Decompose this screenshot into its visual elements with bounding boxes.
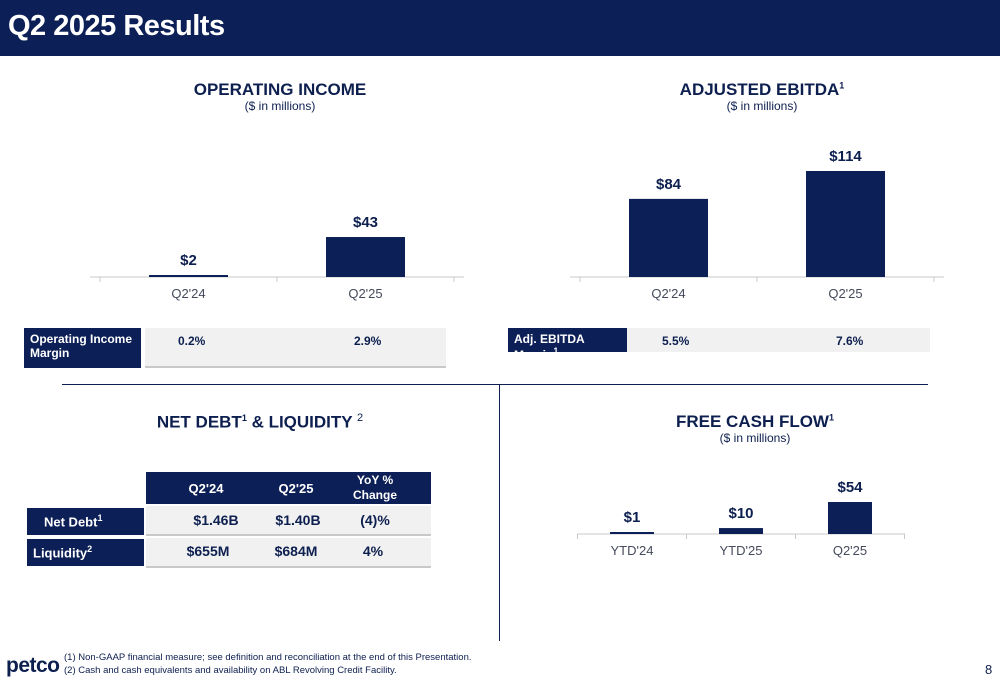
data-label: $10 (728, 505, 753, 522)
net-debt-q224: $1.46B (193, 512, 239, 528)
free-cash-flow-subtitle: ($ in millions) (719, 431, 791, 445)
page-number: 8 (985, 662, 993, 677)
petco-logo: petco (6, 654, 60, 677)
liquidity-yoy: 4% (362, 543, 384, 559)
x-tick-label: YTD'25 (720, 543, 763, 558)
chart-bar (610, 532, 654, 534)
net-debt-row-bg (146, 506, 431, 536)
net-debt-col-q225: Q2'25 (278, 481, 314, 496)
x-tick-label: Q2'25 (348, 286, 382, 301)
data-label: $114 (829, 148, 862, 165)
vertical-divider (499, 385, 500, 641)
net-debt-col-yoy: YoY % Change (352, 473, 397, 502)
x-tick-label: Q2'25 (833, 543, 867, 558)
operating-income-margin-q225: 2.9% (354, 334, 382, 348)
adjusted-ebitda-chart: $84 Q2'24 $114 Q2'25 (570, 148, 944, 301)
footnote-1: (1) Non-GAAP financial measure; see defi… (64, 652, 472, 663)
chart-bar (629, 198, 708, 277)
header-bar: Q2 2025 Results (0, 0, 1000, 56)
adjusted-ebitda-margin-q225: 7.6% (836, 334, 864, 348)
chart-bar (326, 237, 405, 277)
x-tick-label: YTD'24 (611, 543, 654, 558)
net-debt-yoy: (4)% (360, 512, 390, 528)
net-debt-title: NET DEBT1 & LIQUIDITY 2 (156, 412, 364, 432)
adjusted-ebitda-subtitle: ($ in millions) (726, 99, 798, 113)
page-title: Q2 2025 Results (8, 10, 225, 42)
operating-income-margin-label: Operating Income Margin (24, 328, 141, 368)
operating-income-title: OPERATING INCOME (193, 80, 367, 99)
data-label: $2 (180, 252, 197, 269)
footnote-2: (2) Cash and cash equivalents and availa… (64, 665, 397, 676)
x-tick-label: Q2'25 (828, 286, 862, 301)
liquidity-row-bg (146, 538, 431, 568)
liquidity-q225: $684M (274, 543, 318, 559)
free-cash-flow-chart: $1 YTD'24 $10 YTD'25 $54 Q2'25 (577, 479, 905, 558)
net-debt-q225: $1.40B (275, 512, 321, 528)
data-label: $43 (353, 214, 378, 231)
operating-income-subtitle: ($ in millions) (244, 99, 316, 113)
adjusted-ebitda-margin-q224: 5.5% (662, 334, 690, 348)
operating-income-margin-q224: 0.2% (178, 334, 206, 348)
adjusted-ebitda-margin-label: Adj. EBITDA Margin1 (508, 328, 627, 362)
data-label: $54 (837, 479, 863, 496)
adjusted-ebitda-margin-row (627, 328, 930, 352)
net-debt-row-label: Net Debt1 (27, 508, 144, 535)
net-debt-col-q224: Q2'24 (188, 481, 224, 496)
adjusted-ebitda-title: ADJUSTED EBITDA1 (679, 80, 845, 99)
liquidity-row-label: Liquidity2 (27, 539, 144, 566)
chart-bar (806, 171, 885, 277)
x-tick-label: Q2'24 (171, 286, 205, 301)
x-tick-label: Q2'24 (651, 286, 685, 301)
data-label: $1 (624, 509, 641, 526)
liquidity-q224: $655M (186, 543, 230, 559)
operating-income-margin-row (145, 328, 446, 368)
free-cash-flow-title: FREE CASH FLOW1 (675, 412, 834, 431)
data-label: $84 (656, 176, 682, 193)
operating-income-chart: $2 Q2'24 $43 Q2'25 (90, 214, 464, 301)
net-debt-table-header (146, 472, 431, 504)
chart-bar (828, 502, 872, 534)
chart-bar (719, 528, 763, 534)
chart-bar (149, 275, 228, 277)
horizontal-divider (62, 384, 928, 385)
